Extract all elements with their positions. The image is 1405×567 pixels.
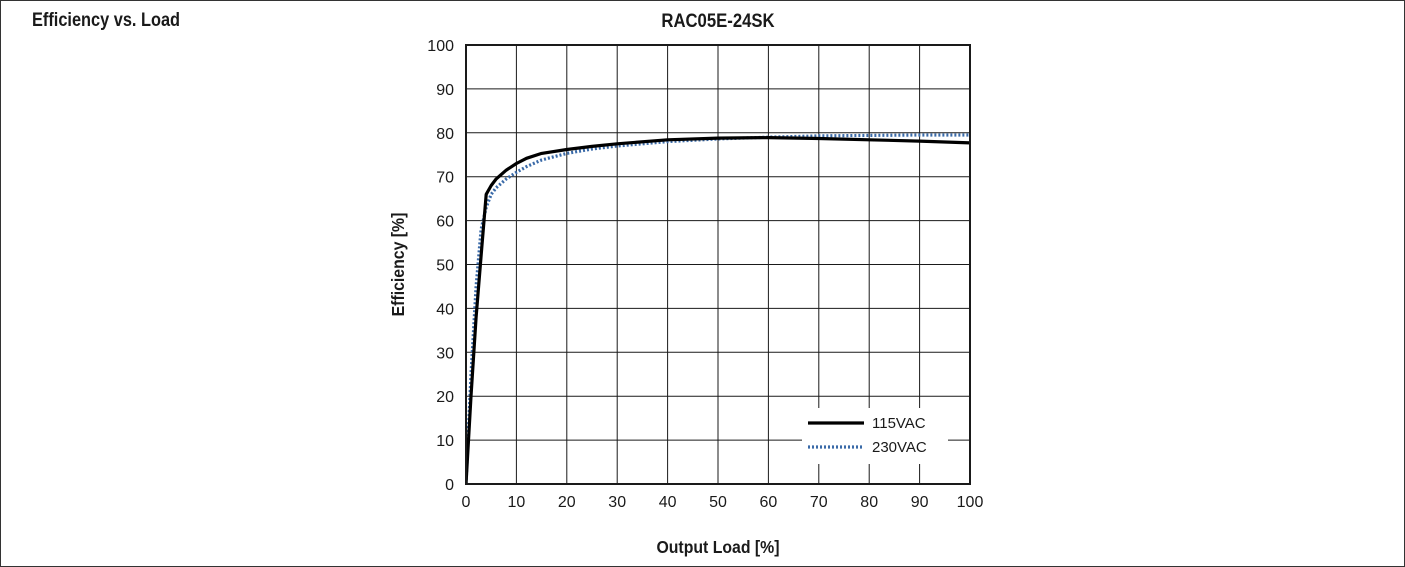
x-tick-label: 20: [558, 494, 576, 511]
x-axis-label: Output Load [%]: [656, 537, 779, 557]
x-tick-label: 0: [462, 494, 471, 511]
x-tick-label: 10: [508, 494, 526, 511]
y-tick-label: 30: [436, 345, 454, 362]
series-lines: [466, 133, 970, 484]
x-tick-label: 30: [608, 494, 626, 511]
tick-labels: 0 10 20 30 40 50 60 70 80 90 100 0 10 20 30 40 50 60 70 80 9…: [427, 38, 983, 511]
legend-box: [802, 408, 948, 464]
series-line-115vac: [466, 136, 970, 484]
x-tick-label: 90: [911, 494, 929, 511]
x-tick-label: 40: [659, 494, 677, 511]
y-tick-label: 70: [436, 170, 454, 187]
y-tick-label: 80: [436, 126, 454, 143]
legend: 115VAC 230VAC: [802, 408, 948, 464]
y-tick-label: 40: [436, 301, 454, 318]
plot-border: [465, 44, 971, 485]
y-tick-label: 20: [436, 389, 454, 406]
y-tick-label: 50: [436, 258, 454, 275]
y-tick-label: 0: [445, 477, 454, 494]
legend-label-115vac: 115VAC: [872, 415, 926, 432]
legend-label-230vac: 230VAC: [872, 439, 927, 456]
x-tick-label: 80: [860, 494, 878, 511]
y-axis-label: Efficiency [%]: [388, 213, 408, 317]
section-title: Efficiency vs. Load: [32, 10, 181, 31]
y-tick-label: 60: [436, 214, 454, 231]
x-tick-label: 60: [760, 494, 778, 511]
y-tick-label: 90: [436, 82, 454, 99]
y-tick-label: 100: [427, 38, 454, 55]
chart-title: RAC05E-24SK: [661, 10, 774, 31]
x-tick-label: 70: [810, 494, 828, 511]
y-tick-label: 10: [436, 433, 454, 450]
series-line-230vac: [466, 133, 970, 484]
x-tick-label: 100: [957, 494, 984, 511]
x-tick-label: 50: [709, 494, 727, 511]
